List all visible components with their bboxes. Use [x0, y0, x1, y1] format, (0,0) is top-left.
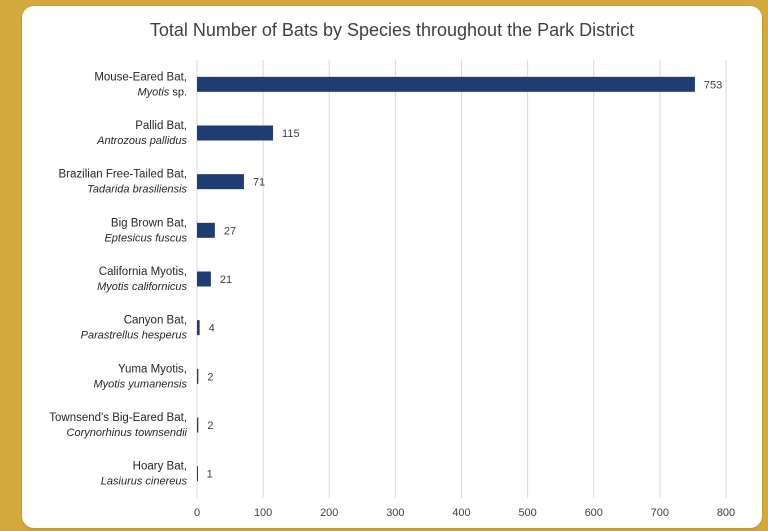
bar	[197, 76, 695, 92]
x-tick-label: 700	[651, 507, 669, 519]
category-scientific-name: Lasiurus cinereus	[101, 476, 188, 488]
category-label: Brazilian Free-Tailed Bat,	[59, 169, 187, 181]
x-tick-label: 300	[386, 507, 404, 519]
category-scientific-name: Myotis yumanensis	[93, 378, 187, 390]
category-scientific-name: Eptesicus fuscus	[104, 232, 187, 244]
bar	[197, 417, 199, 433]
x-tick-label: 600	[585, 507, 603, 519]
category-scientific-name: Myotis sp.	[137, 86, 187, 98]
data-label: 4	[209, 323, 215, 335]
category-label: Big Brown Bat,	[111, 217, 187, 229]
bar-layer	[197, 76, 695, 482]
bar	[197, 368, 199, 384]
x-tick-label: 400	[452, 507, 470, 519]
bar	[197, 320, 200, 336]
category-scientific-name: Myotis californicus	[97, 281, 187, 293]
data-label: 753	[704, 79, 722, 91]
category-label: Mouse-Eared Bat,	[94, 71, 187, 83]
data-label: 71	[253, 177, 265, 189]
x-tick-label: 100	[254, 507, 272, 519]
data-label: 1	[207, 469, 213, 481]
category-label: Canyon Bat,	[124, 315, 187, 327]
x-tick-label: 0	[194, 507, 200, 519]
category-scientific-name: Parastrellus hesperus	[81, 330, 188, 342]
bar	[197, 222, 215, 238]
bar	[197, 271, 211, 287]
data-label: 21	[220, 274, 232, 286]
bar	[197, 174, 244, 190]
category-scientific-name: Corynorhinus townsendii	[67, 427, 188, 439]
data-label: 2	[207, 371, 213, 383]
x-tick-label: 200	[320, 507, 338, 519]
data-label: 115	[282, 128, 300, 140]
data-label: 2	[207, 420, 213, 432]
category-label: Hoary Bat,	[133, 461, 187, 473]
x-tick-label: 500	[518, 507, 536, 519]
category-label: Yuma Myotis,	[118, 363, 187, 375]
category-label: Townsend's Big-Eared Bat,	[49, 412, 187, 424]
category-label: California Myotis,	[99, 266, 187, 278]
category-label: Pallid Bat,	[135, 120, 187, 132]
data-label: 27	[224, 225, 236, 237]
category-scientific-name: Tadarida brasiliensis	[87, 184, 187, 196]
bar	[197, 125, 274, 141]
bar-chart: Total Number of Bats by Species througho…	[49, 20, 735, 519]
chart-title: Total Number of Bats by Species througho…	[150, 20, 634, 40]
category-scientific-name: Antrozous pallidus	[96, 135, 187, 147]
grid-layer	[196, 60, 727, 498]
bar	[197, 466, 198, 482]
label-layer: 0 100 200 300 400 500 600 700 800 753 Mouse-Eared …	[49, 71, 735, 519]
x-tick-label: 800	[717, 507, 735, 519]
chart-card: Total Number of Bats by Species througho…	[22, 6, 762, 528]
